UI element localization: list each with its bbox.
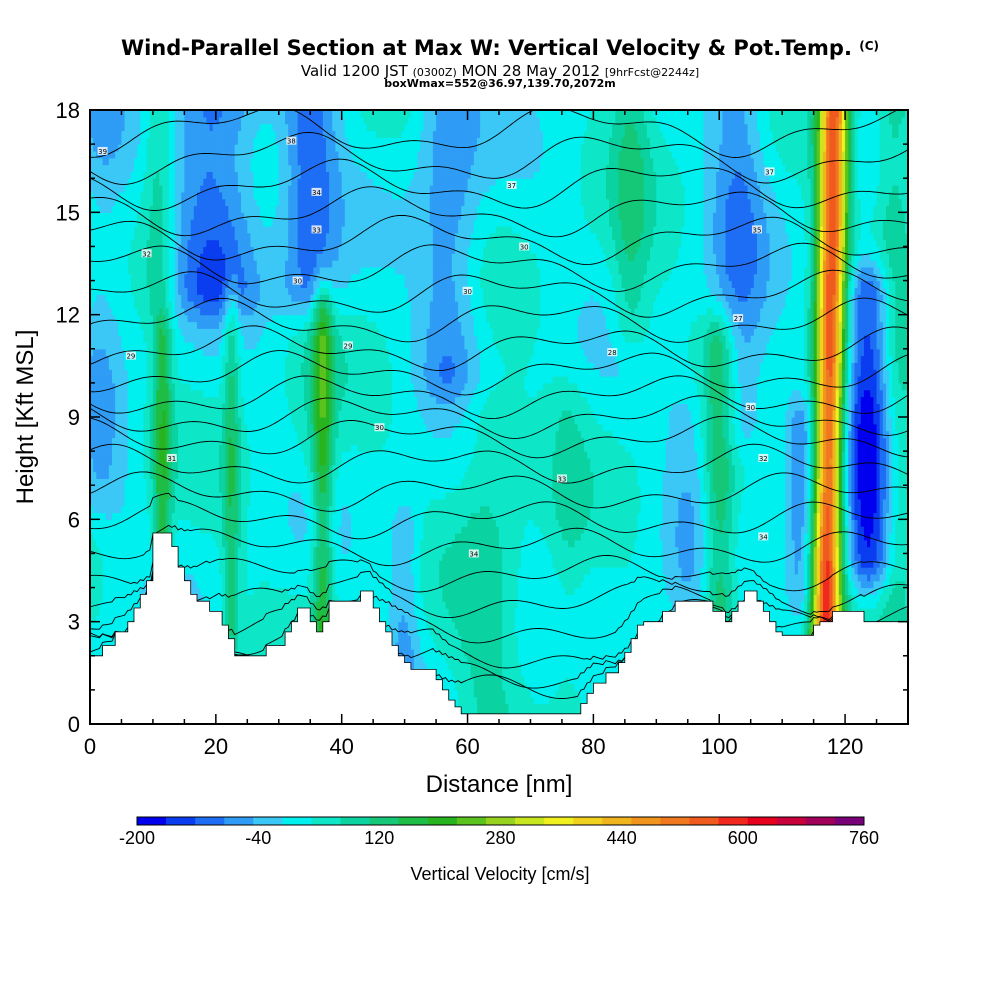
cross-section-chart: 343433323130302929 28273030323033 35343737…: [0, 0, 1000, 1000]
